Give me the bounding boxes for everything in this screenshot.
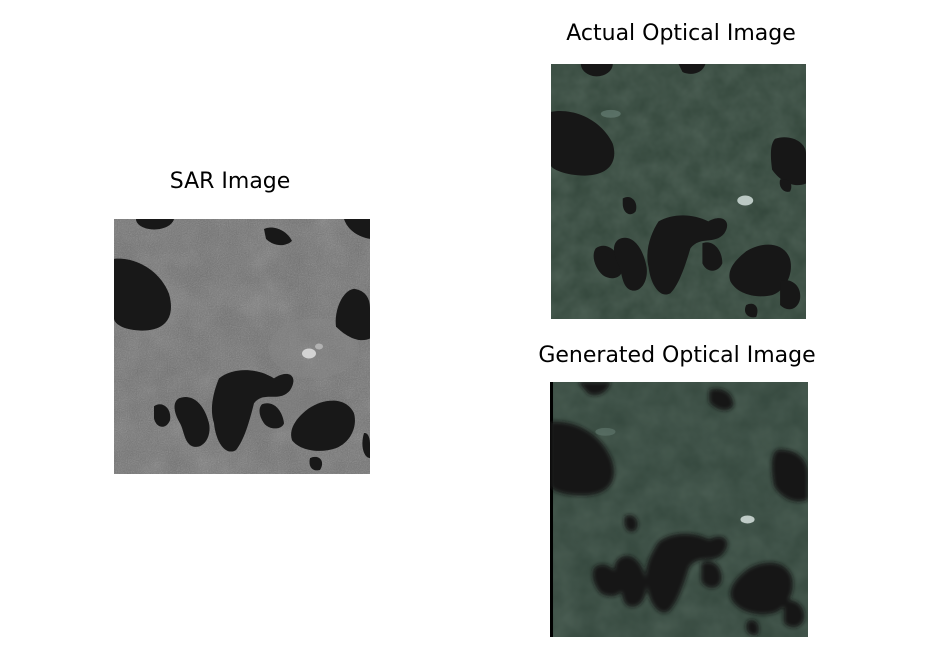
sar-image [114,219,370,474]
actual-optical-image-title: Actual Optical Image [566,21,796,46]
generated-optical-image-title: Generated Optical Image [538,343,816,368]
actual-optical-image [551,64,806,319]
sar-image-title: SAR Image [169,169,291,194]
generated-optical-image [550,382,808,637]
